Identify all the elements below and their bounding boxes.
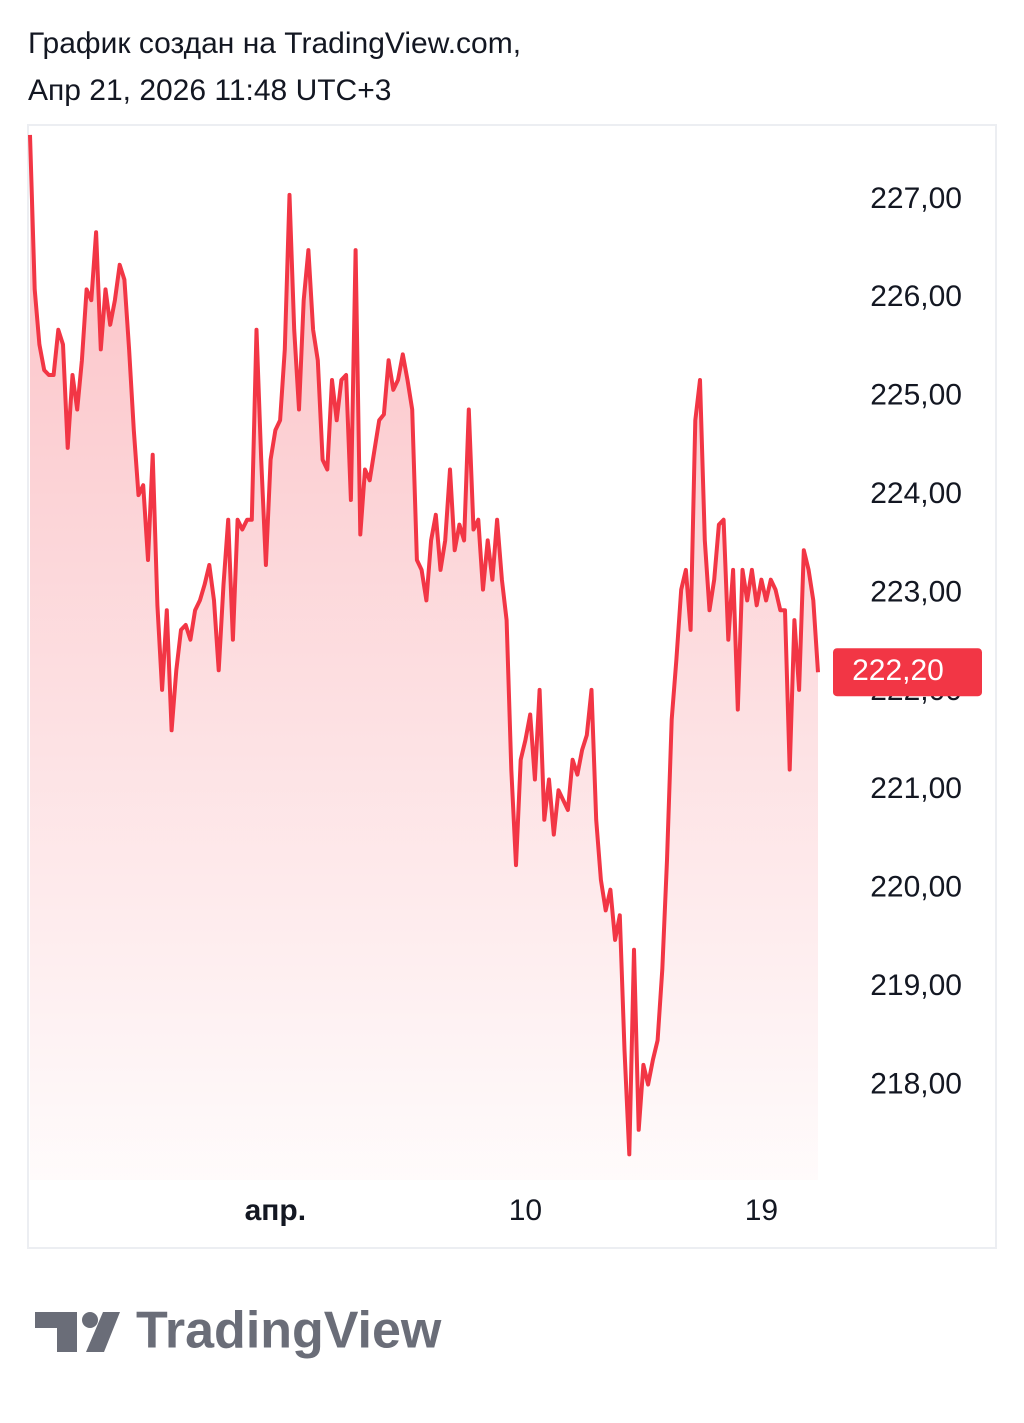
logo-text: TradingView	[136, 1302, 442, 1360]
price-label-text: 222,20	[852, 654, 944, 687]
x-tick-label: апр.	[245, 1194, 306, 1227]
logo-glyph	[82, 1312, 98, 1328]
y-tick-label: 220,00	[870, 871, 962, 904]
y-tick-label: 219,00	[870, 969, 962, 1002]
x-tick-label: 19	[745, 1194, 778, 1227]
chart-frame	[27, 124, 997, 1249]
line	[28, 134, 820, 1157]
header-line: График создан на TradingView.com,	[28, 27, 521, 60]
logo: TradingView	[35, 1302, 442, 1360]
y-tick-label: 226,00	[870, 280, 962, 313]
y-tick-label: 221,00	[870, 772, 962, 805]
y-tick-label: 218,00	[870, 1067, 962, 1100]
logo-glyph	[35, 1312, 77, 1352]
y-tick-label: 223,00	[870, 575, 962, 608]
logo-glyph	[86, 1312, 120, 1352]
area	[30, 134, 818, 1180]
y-tick-label: 225,00	[870, 379, 962, 412]
y-tick-label: 224,00	[870, 477, 962, 510]
header-line: Апр 21, 2026 11:48 UTC+3	[28, 74, 391, 107]
x-tick-label: 10	[509, 1194, 542, 1227]
y-tick-label: 227,00	[870, 182, 962, 215]
price-label	[833, 648, 982, 697]
plot: 218,00219,00220,00221,00222,00223,00224,…	[28, 134, 982, 1227]
